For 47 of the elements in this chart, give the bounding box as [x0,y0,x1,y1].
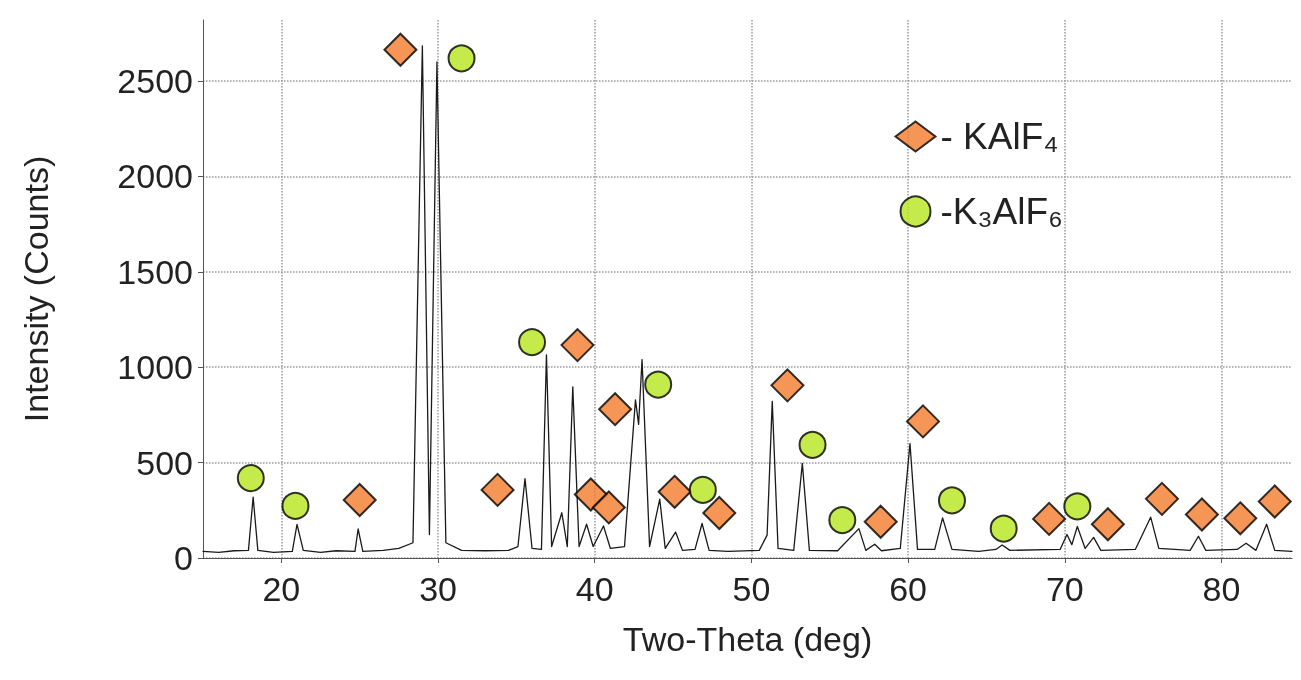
point [989,514,1018,543]
point [938,486,966,515]
x-tick-label: 80 [1202,570,1241,608]
y-axis-title: Intensity (Counts) [17,155,55,423]
point [480,472,515,507]
point [1090,507,1125,542]
x-tick-label: 60 [889,570,928,608]
point [1063,492,1092,521]
point [560,328,595,363]
x-tick-label: 70 [1045,570,1084,608]
point [383,32,418,67]
line-series [202,45,1293,553]
point [828,506,857,535]
point [236,464,265,493]
y-tick-label: 1500 [117,252,193,291]
point [1184,497,1219,532]
legend-label: -K₃AlF₆ [940,191,1064,232]
y-tick-label: 0 [174,539,193,577]
x-tick-label: 20 [262,570,301,608]
point [905,404,940,439]
point [644,370,673,399]
x-axis-title: Two-Theta (deg) [622,620,873,658]
point [1257,484,1292,519]
point [342,483,377,517]
y-tick-label: 2500 [117,62,193,101]
point [447,44,476,73]
point [863,504,898,539]
point [573,477,608,512]
point [657,474,692,509]
point [591,490,626,525]
point [518,328,547,357]
point [770,368,805,403]
y-tick-label: 2000 [117,157,193,196]
point [281,491,310,520]
point [1223,501,1258,536]
point [702,495,737,530]
point [798,430,827,459]
y-tick-label: 1000 [117,348,193,387]
point [1144,481,1179,516]
point [1032,501,1067,536]
x-tick-label: 30 [419,570,457,608]
x-tick-label: 40 [575,570,614,608]
y-tick-label: 500 [136,443,193,482]
point [598,392,633,427]
legend-label: - KAlF₄ [940,116,1059,157]
x-tick-label: 50 [732,570,771,608]
point [688,475,717,504]
